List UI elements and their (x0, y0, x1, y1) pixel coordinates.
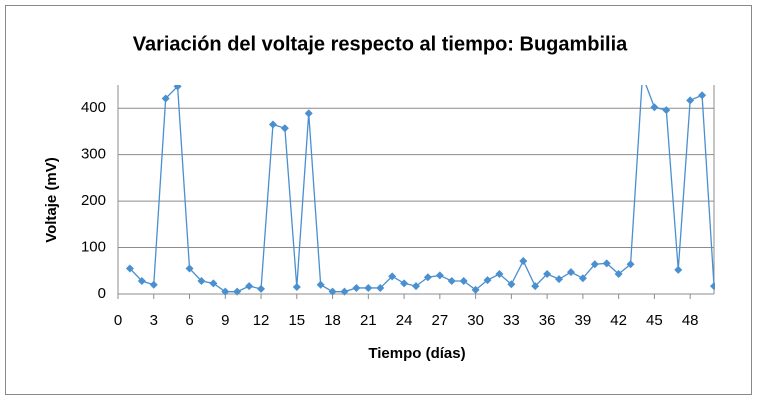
marker (495, 270, 504, 279)
x-tick-label: 48 (682, 312, 699, 329)
marker (316, 280, 325, 289)
marker (602, 259, 611, 268)
x-tick-label: 42 (610, 312, 627, 329)
marker (137, 276, 146, 285)
x-tick-label: 36 (539, 312, 556, 329)
y-axis-title: Voltaje (mV) (43, 157, 60, 243)
y-tick-label: 400 (81, 99, 106, 116)
x-axis-title: Tiempo (días) (368, 345, 465, 362)
marker (674, 265, 683, 274)
x-tick-label: 24 (396, 312, 413, 329)
marker (245, 282, 254, 291)
marker (447, 276, 456, 285)
marker (531, 282, 540, 291)
marker (292, 283, 301, 292)
marker (698, 91, 707, 100)
marker (662, 106, 671, 115)
x-tick-label: 30 (467, 312, 484, 329)
marker (555, 275, 564, 284)
marker (364, 283, 373, 292)
x-tick-label: 9 (221, 312, 229, 329)
marker (233, 287, 242, 296)
marker (221, 287, 230, 296)
marker (423, 273, 432, 282)
x-tick-label: 6 (185, 312, 193, 329)
marker (185, 264, 194, 273)
marker (328, 287, 337, 296)
marker (304, 109, 313, 118)
marker (650, 103, 659, 112)
marker (590, 260, 599, 269)
marker (161, 94, 170, 103)
marker (710, 282, 715, 291)
x-tick-label: 45 (646, 312, 663, 329)
y-tick-label: 100 (81, 239, 106, 256)
marker (435, 271, 444, 280)
marker (257, 284, 266, 293)
marker (686, 96, 695, 105)
marker (507, 280, 516, 289)
x-tick-label: 18 (324, 312, 341, 329)
x-tick-label: 21 (360, 312, 377, 329)
marker (376, 283, 385, 292)
marker (566, 268, 575, 277)
x-tick-label: 3 (150, 312, 158, 329)
marker (352, 283, 361, 292)
x-tick-label: 39 (575, 312, 592, 329)
marker (483, 276, 492, 285)
y-tick-label: 0 (98, 285, 106, 302)
marker (388, 272, 397, 281)
chart-border (5, 5, 752, 395)
marker (280, 124, 289, 133)
marker (626, 260, 635, 269)
y-tick-label: 200 (81, 192, 106, 209)
marker (614, 270, 623, 279)
marker (459, 276, 468, 285)
marker (412, 282, 420, 291)
chart-title: Variación del voltaje respecto al tiempo… (133, 33, 628, 55)
x-tick-label: 33 (503, 312, 520, 329)
marker (543, 270, 552, 279)
marker (471, 285, 480, 294)
marker (209, 279, 218, 288)
marker (173, 85, 182, 91)
x-tick-label: 0 (114, 312, 122, 329)
y-tick-label: 300 (81, 146, 106, 163)
x-tick-label: 27 (431, 312, 448, 329)
marker (578, 274, 587, 283)
x-tick-label: 12 (253, 312, 270, 329)
marker (340, 287, 349, 296)
marker (125, 264, 134, 273)
x-tick-label: 15 (288, 312, 305, 329)
marker (149, 280, 158, 289)
marker (268, 120, 277, 129)
series (125, 85, 715, 296)
marker (519, 257, 528, 266)
marker (400, 279, 409, 288)
marker (197, 276, 206, 285)
